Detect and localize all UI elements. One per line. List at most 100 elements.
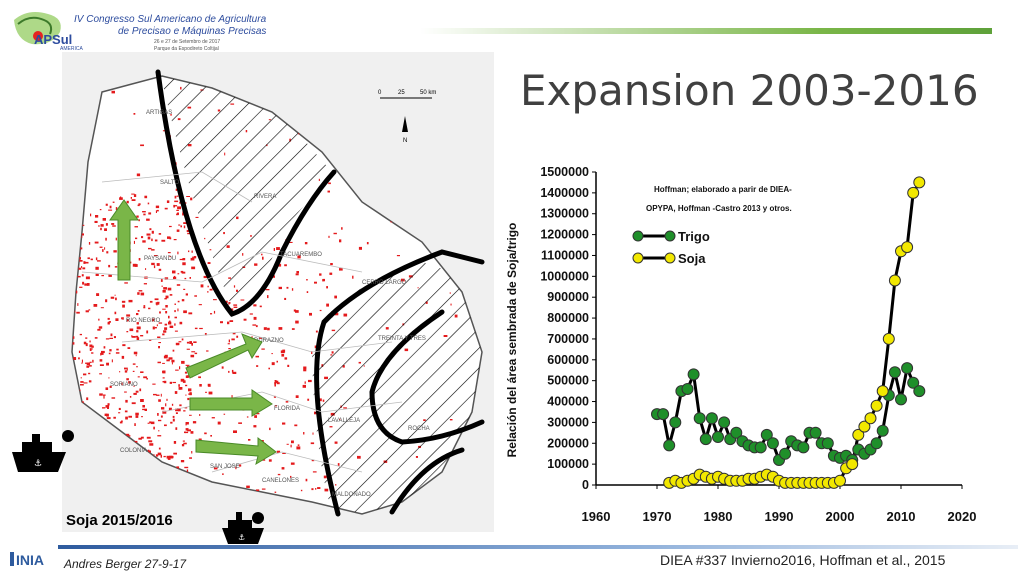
y-tick-label: 500000 (547, 374, 589, 388)
data-point-trigo (821, 437, 834, 450)
y-tick-label: 1000000 (540, 269, 589, 283)
y-axis-label: Relación del área sembrada de Soja/trigo (505, 223, 519, 458)
department-label: DURAZNO (254, 338, 284, 344)
congress-line-1: IV Congresso Sul Americano de Agricultur… (74, 14, 267, 25)
data-point-soja (876, 385, 889, 398)
map-scale: 0 25 50 km N (378, 90, 436, 144)
expansion-arrows (109, 199, 277, 466)
data-point-trigo (901, 362, 914, 375)
y-tick-label: 0 (582, 478, 589, 492)
scale-label-25: 25 (398, 90, 405, 96)
y-tick-label: 1300000 (540, 207, 589, 221)
legend-label: Trigo (678, 229, 710, 244)
x-tick-label: 1960 (582, 509, 611, 524)
department-label: TACUAREMBO (280, 252, 322, 258)
data-point-soja (870, 399, 883, 412)
north-label: N (403, 138, 407, 144)
data-point-trigo (693, 412, 706, 425)
y-tick-label: 200000 (547, 436, 589, 450)
legend-marker (664, 230, 676, 242)
uruguay-soy-map: ARTIGAS RIVERA SALTO PAYSANDU TACUAREMBO CERR… (62, 52, 494, 532)
data-point-trigo (663, 439, 676, 452)
top-accent-bar (420, 28, 992, 34)
congress-venue: Parque da Espodireto Coltijal (154, 46, 219, 52)
data-point-trigo (712, 431, 724, 443)
congress-logo: APSul AMERICA IV Congresso Sul Americano… (8, 6, 308, 52)
area-chart: Relación del área sembrada de Soja/trigo… (505, 165, 977, 524)
y-tick-label: 1400000 (540, 186, 589, 200)
department-label: CERRO LARGO (362, 280, 407, 286)
arrow-right-icon (189, 389, 273, 417)
map-caption: Soja 2015/2016 (66, 512, 173, 529)
logo-subtext: AMERICA (60, 46, 83, 52)
logo-text: APSul (34, 32, 72, 47)
data-point-trigo (687, 368, 700, 381)
department-label: SORIANO (110, 382, 138, 388)
data-point-trigo (888, 366, 901, 379)
y-tick-label: 900000 (547, 290, 589, 304)
x-tick-label: 2000 (826, 509, 855, 524)
svg-text:⚓: ⚓ (34, 459, 42, 469)
data-point-trigo (913, 385, 926, 398)
y-tick-label: 100000 (547, 457, 589, 471)
x-tick-label: 2020 (948, 509, 977, 524)
legend-label: Soja (678, 251, 706, 266)
inia-logo: INIA (10, 552, 44, 568)
scale-label-0: 0 (378, 90, 382, 96)
x-tick-label: 1980 (704, 509, 733, 524)
department-label: ROCHA (408, 426, 430, 432)
arrow-right-icon (185, 333, 263, 379)
chart-annotation-line-1: Hoffman; elaborado a parir de DIEA- (654, 185, 792, 194)
legend-marker (664, 252, 676, 264)
slide-title: Expansion 2003-2016 (520, 66, 979, 115)
data-point-trigo (699, 433, 712, 446)
data-point-soja (888, 274, 901, 287)
department-label: RIO NEGRO (126, 318, 161, 324)
data-point-trigo (766, 437, 779, 450)
x-tick-label: 1990 (765, 509, 794, 524)
ship-icon: ⚓ (12, 430, 74, 472)
north-arrow-icon (402, 116, 408, 132)
data-point-soja (913, 176, 926, 189)
scale-label-50: 50 km (420, 90, 436, 96)
department-label: COLONIA (120, 448, 147, 454)
legend-marker (632, 230, 644, 242)
data-point-soja (882, 332, 895, 345)
data-point-trigo (730, 426, 743, 439)
arrow-up-icon (109, 199, 139, 281)
data-point-soja (864, 412, 877, 425)
department-label: TREINTA Y TRES (378, 336, 426, 342)
data-point-soja (907, 186, 920, 199)
chart-annotation-line-2: OPYPA, Hoffman -Castro 2013 y otros. (646, 204, 792, 213)
department-label: FLORIDA (274, 406, 300, 412)
congress-dates: 26 e 27 de Setembro de 2017 (154, 39, 220, 45)
author-note: Andres Berger 27-9-17 (64, 557, 187, 571)
data-point-soja (852, 428, 865, 441)
department-label: SAN JOSE (210, 464, 240, 470)
x-tick-label: 2010 (887, 509, 916, 524)
map-graphic: ARTIGAS RIVERA SALTO PAYSANDU TACUAREMBO CERR… (71, 69, 485, 517)
y-tick-label: 1500000 (540, 165, 589, 179)
data-point-soja (901, 241, 914, 254)
y-tick-label: 1100000 (541, 248, 589, 262)
data-point-trigo (657, 408, 670, 421)
data-point-trigo (760, 428, 773, 441)
ship-icon: ⚓ (222, 512, 264, 544)
congress-logo-graphic: APSul AMERICA IV Congresso Sul Americano… (14, 12, 267, 52)
department-label: MALDONADO (332, 492, 371, 498)
inia-logo-text: INIA (16, 552, 44, 568)
data-point-trigo (779, 447, 792, 460)
data-point-trigo (669, 416, 682, 429)
y-tick-label: 300000 (547, 415, 589, 429)
y-tick-label: 1200000 (540, 228, 589, 242)
department-label: RIVERA (254, 194, 276, 200)
data-point-soja (846, 458, 859, 471)
data-point-soja (858, 420, 871, 433)
y-tick-label: 400000 (547, 395, 589, 409)
data-point-trigo (809, 426, 822, 439)
legend-marker (632, 252, 644, 264)
svg-text:⚓: ⚓ (238, 533, 245, 542)
data-point-trigo (705, 412, 718, 425)
data-point-trigo (870, 437, 883, 450)
data-point-trigo (797, 441, 810, 454)
